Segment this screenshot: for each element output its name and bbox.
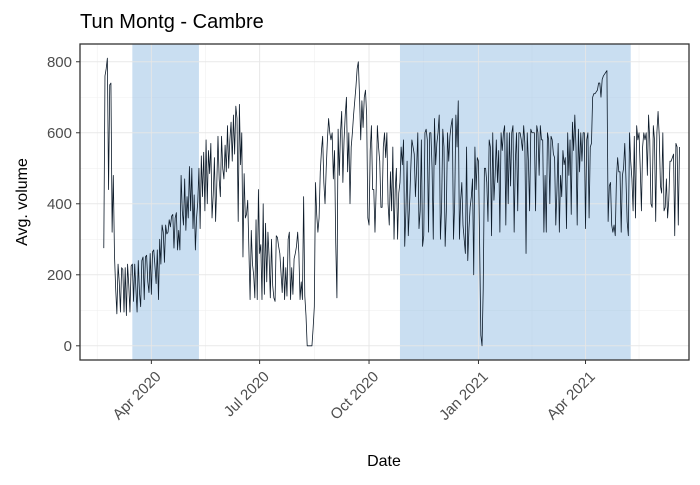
y-tick-label: 800	[47, 54, 72, 71]
x-tick-label: Apr 2020	[110, 368, 165, 423]
x-tick-label: Oct 2020	[327, 368, 382, 423]
x-tick-label: Jan 2021	[436, 368, 492, 424]
y-tick-label: 200	[47, 267, 72, 284]
x-axis-label: Date	[367, 453, 401, 470]
shaded-periods	[132, 44, 631, 360]
y-tick-label: 600	[47, 125, 72, 142]
chart-title: Tun Montg - Cambre	[80, 11, 264, 33]
x-axis: Apr 2020 Jul 2020 Oct 2020 Jan 2021 Apr 2021	[110, 360, 599, 424]
y-tick-label: 400	[47, 196, 72, 213]
y-axis-label: Avg. volume	[14, 158, 31, 246]
shaded-period	[132, 44, 199, 360]
y-axis: 0 200 400 600 800	[47, 54, 80, 355]
x-tick-label: Apr 2021	[544, 368, 599, 423]
x-tick-label: Jul 2020	[221, 368, 273, 420]
series-line	[103, 57, 680, 347]
y-tick-label: 0	[64, 338, 72, 355]
shaded-period	[399, 44, 631, 360]
plot-border	[79, 43, 690, 361]
